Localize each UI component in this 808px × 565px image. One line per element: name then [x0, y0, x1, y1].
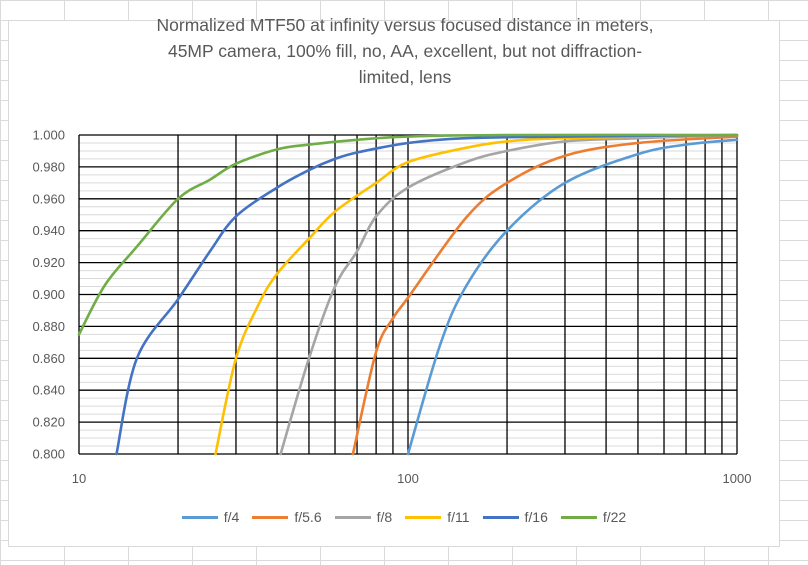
y-tick-label: 0.880 [32, 319, 65, 334]
chart-area[interactable] [8, 20, 780, 547]
legend-item: f/22 [560, 509, 627, 525]
gridlines [78, 134, 738, 455]
x-tick-label: 100 [397, 471, 419, 486]
legend-label: f/22 [602, 509, 627, 525]
legend-label: f/5.6 [294, 509, 322, 525]
chart-title-line-2: 45MP camera, 100% fill, no, AA, excellen… [167, 41, 643, 61]
y-tick-label: 0.900 [32, 287, 65, 302]
series-line-f11 [214, 133, 739, 456]
series-lines [77, 133, 739, 456]
y-tick-label: 0.960 [32, 191, 65, 206]
legend-label: f/4 [223, 509, 240, 525]
y-tick-label: 0.940 [32, 223, 65, 238]
y-tick-label: 1.000 [32, 128, 65, 143]
chart-title-line-1: Normalized MTF50 at infinity versus focu… [156, 15, 654, 35]
legend-item: f/4 [181, 509, 240, 525]
y-tick-label: 0.980 [32, 159, 65, 174]
x-tick-label: 1000 [723, 471, 752, 486]
legend-swatch [252, 515, 289, 519]
legend-swatch [334, 515, 371, 519]
y-tick-label: 0.920 [32, 255, 65, 270]
y-tick-label: 0.820 [32, 415, 65, 430]
y-tick-label: 0.800 [32, 447, 65, 462]
x-tick-label: 10 [72, 471, 86, 486]
legend-swatch [405, 515, 442, 519]
series-line-f4 [406, 138, 739, 456]
legend-item: f/8 [334, 509, 393, 525]
legend-label: f/8 [376, 509, 393, 525]
legend-swatch [181, 515, 218, 519]
series-line-f56 [351, 135, 739, 456]
tick-labels: 0.800 0.820 0.840 0.860 0.880 0.900 0.920 0.940… [32, 128, 751, 487]
legend-item: f/11 [405, 509, 470, 525]
y-tick-label: 0.840 [32, 383, 65, 398]
legend-label: f/11 [447, 509, 470, 525]
legend: f/4 f/5.6 f/8 f/11 f/16 f/22 [0, 509, 808, 525]
legend-label: f/16 [524, 509, 548, 525]
series-line-f16 [115, 133, 739, 456]
legend-item: f/16 [482, 509, 548, 525]
legend-swatch [560, 515, 597, 519]
series-line-f8 [279, 133, 739, 456]
legend-item: f/5.6 [252, 509, 322, 525]
series-line-f22 [77, 133, 739, 336]
chart-title: Normalized MTF50 at infinity versus focu… [0, 12, 808, 90]
legend-swatch [482, 515, 519, 519]
y-tick-label: 0.860 [32, 351, 65, 366]
chart-title-line-3: limited, lens [358, 67, 452, 87]
